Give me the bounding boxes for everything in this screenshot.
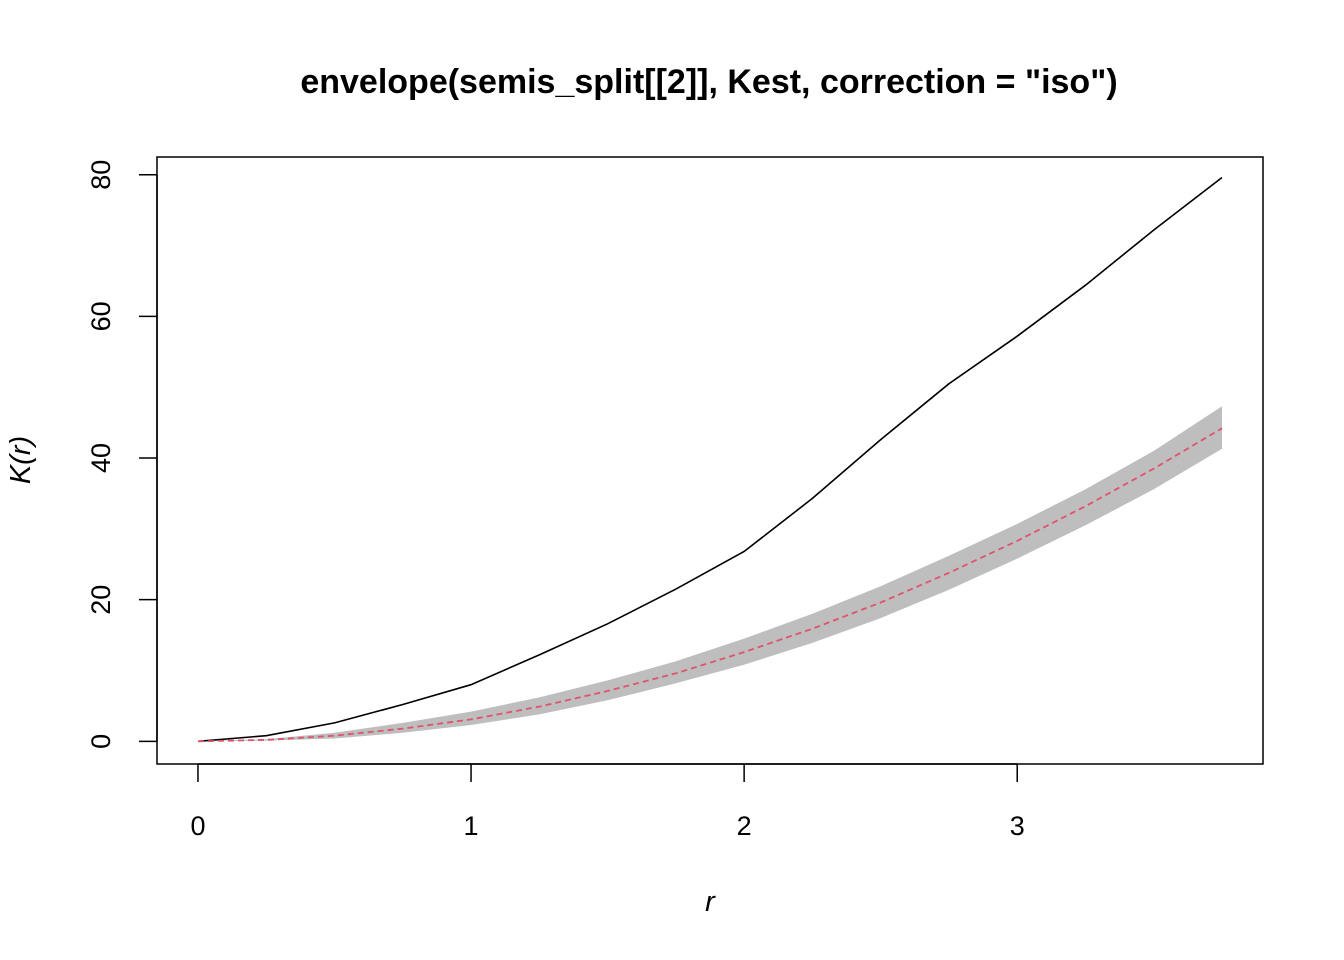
x-tick-label: 0 [190,811,205,841]
y-tick-label: 20 [86,585,116,615]
x-axis: 0 1 2 3 [190,763,1025,841]
x-tick-label: 3 [1010,811,1025,841]
theoretical-line [197,427,1223,743]
y-axis-label: K(r) [5,436,37,484]
y-tick-label: 60 [86,301,116,331]
envelope-band-0 [198,406,1222,742]
chart-title: envelope(semis_split[[2]], Kest, correct… [300,63,1117,101]
y-tick-label: 0 [86,734,116,749]
y-tick-label: 40 [86,443,116,473]
x-tick-label: 1 [464,811,479,841]
x-axis-label: r [705,886,716,918]
envelope-bands [198,406,1222,742]
observed-line [197,176,1223,743]
series-lines [197,176,1223,743]
y-tick-label: 80 [86,160,116,190]
x-tick-label: 2 [737,811,752,841]
y-axis: 0 20 40 60 80 [86,160,158,749]
